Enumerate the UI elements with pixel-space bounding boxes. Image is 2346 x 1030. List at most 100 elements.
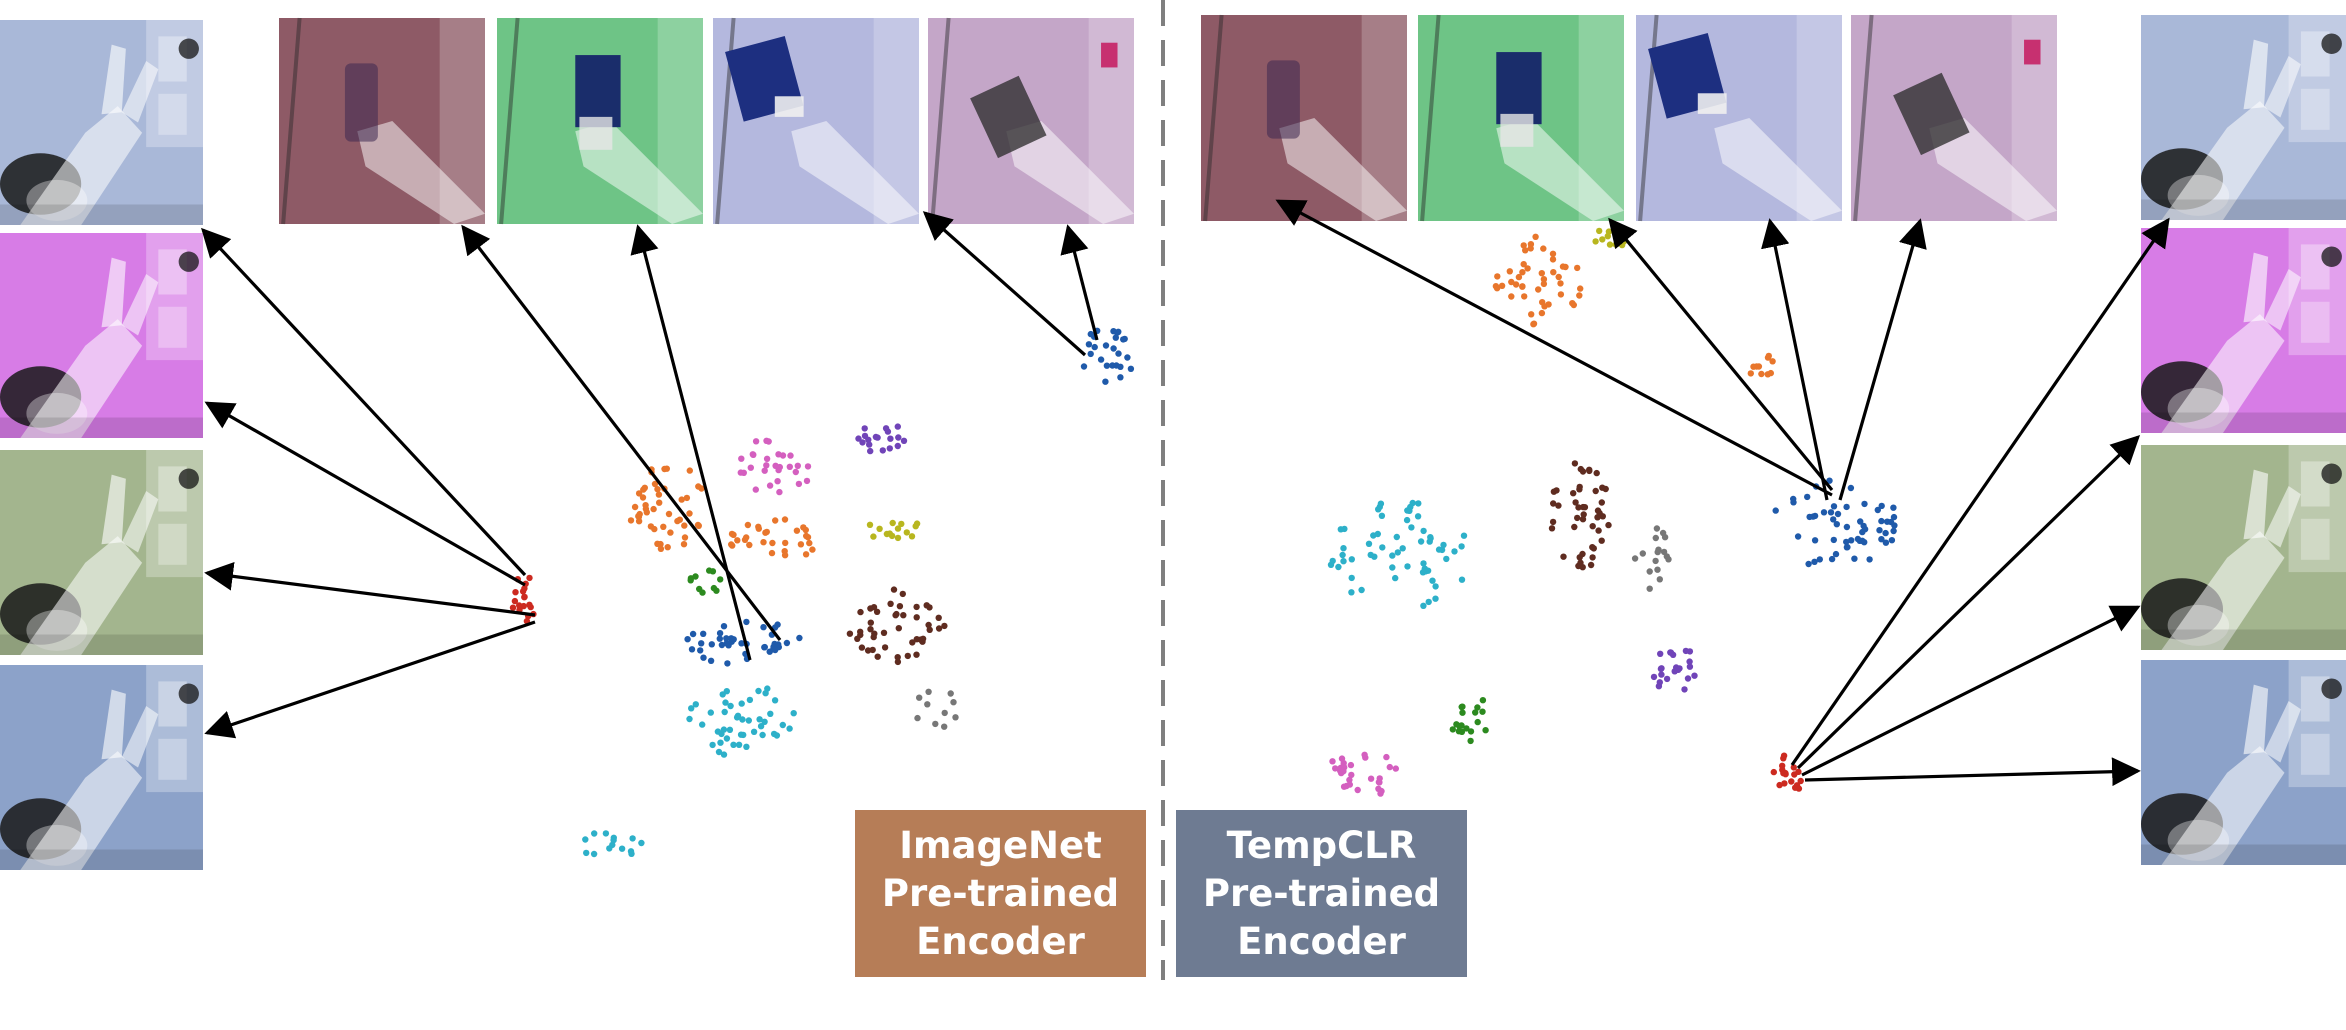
scatter-point xyxy=(772,517,779,524)
scatter-point xyxy=(880,629,888,636)
arrow-red-to-hand-olive xyxy=(204,562,536,617)
scatter-point xyxy=(1686,658,1693,665)
scatter-point xyxy=(1459,709,1466,716)
scatter-point xyxy=(1420,602,1427,609)
scatter-point xyxy=(1338,755,1346,762)
arrow-blue-to-object-mauve-right xyxy=(1838,218,1927,501)
scatter-point xyxy=(720,751,728,758)
scatter-point xyxy=(1828,555,1836,563)
scatter-point xyxy=(1110,328,1117,335)
scatter-point xyxy=(790,710,797,717)
scatter-point xyxy=(1117,363,1124,370)
scatter-point xyxy=(591,830,598,837)
scatter-point xyxy=(726,726,734,733)
scatter-point xyxy=(1830,536,1838,544)
scatter-point xyxy=(1809,513,1817,520)
scatter-point xyxy=(1830,503,1838,510)
tempclr-label-line-3: Encoder xyxy=(1237,919,1406,963)
scatter-point xyxy=(1595,527,1602,534)
scatter-point xyxy=(716,635,723,642)
scatter-point xyxy=(700,630,707,637)
scatter-point xyxy=(876,525,883,532)
scatter-point xyxy=(1367,775,1375,782)
scatter-point xyxy=(1112,334,1120,341)
scatter-point xyxy=(1847,484,1855,492)
scatter-point xyxy=(526,601,533,608)
scatter-point xyxy=(776,488,783,496)
scatter-point xyxy=(717,576,724,583)
scatter-point xyxy=(1811,537,1819,544)
scatter-point xyxy=(1467,728,1475,735)
scatter-point xyxy=(952,714,959,721)
scatter-point xyxy=(1805,560,1812,568)
scatter-point xyxy=(739,716,746,723)
scatter-point xyxy=(1866,556,1873,563)
scatter-point xyxy=(771,697,779,704)
scatter-point xyxy=(1686,663,1694,670)
scatter-point xyxy=(1528,311,1535,318)
scatter-point xyxy=(1348,574,1355,582)
scatter-point xyxy=(674,517,681,525)
scatter-point xyxy=(1834,510,1842,518)
scatter-point xyxy=(724,660,731,667)
scatter-point xyxy=(657,540,664,548)
scatter-point xyxy=(1463,725,1470,732)
scatter-point xyxy=(1479,697,1487,704)
left-cluster-green xyxy=(687,567,724,596)
scatter-point xyxy=(1776,781,1783,789)
scatter-point xyxy=(870,604,878,611)
scatter-point xyxy=(1540,245,1547,252)
left-hand-thumbnail-olive xyxy=(0,450,203,655)
scatter-point xyxy=(1857,518,1864,525)
scatter-point xyxy=(1631,555,1639,562)
scatter-point xyxy=(767,710,774,717)
scatter-point xyxy=(1555,273,1562,281)
scatter-point xyxy=(894,423,901,430)
right-cluster-pink xyxy=(1329,751,1400,797)
scatter-point xyxy=(867,447,874,455)
scatter-point xyxy=(1851,555,1858,562)
scatter-point xyxy=(1843,538,1850,546)
scatter-point xyxy=(651,525,658,533)
scatter-point xyxy=(1365,540,1373,547)
scatter-point xyxy=(772,462,779,469)
scatter-point xyxy=(1538,270,1546,277)
imagenet-label-line-1: ImageNet xyxy=(899,823,1102,867)
scatter-point xyxy=(895,625,902,632)
scatter-point xyxy=(1512,281,1520,288)
scatter-point xyxy=(913,614,920,621)
scatter-point xyxy=(1540,276,1548,283)
scatter-point xyxy=(1876,527,1883,534)
scatter-point xyxy=(681,534,689,541)
scatter-point xyxy=(1660,548,1668,556)
scatter-point xyxy=(1458,543,1465,550)
scatter-point xyxy=(1110,345,1117,352)
scatter-point xyxy=(1657,665,1665,673)
scatter-point xyxy=(761,467,768,474)
scatter-point xyxy=(1102,378,1109,385)
scatter-point xyxy=(1888,537,1896,544)
scatter-point xyxy=(629,835,636,842)
scatter-point xyxy=(627,517,635,524)
scatter-point xyxy=(757,723,765,730)
scatter-point xyxy=(894,442,901,450)
scatter-point xyxy=(890,586,898,593)
scatter-point xyxy=(746,696,754,704)
scatter-point xyxy=(932,720,939,728)
scatter-point xyxy=(1419,569,1427,576)
scatter-point xyxy=(650,505,657,513)
scatter-point xyxy=(1097,356,1105,363)
left-cluster-gray xyxy=(914,688,959,730)
scatter-point xyxy=(1346,776,1353,784)
scatter-point xyxy=(786,463,793,470)
scatter-point xyxy=(1459,703,1466,710)
scatter-point xyxy=(657,545,665,552)
scatter-point xyxy=(1593,469,1600,477)
scatter-point xyxy=(1599,236,1606,243)
scatter-point xyxy=(1794,533,1802,540)
scatter-point xyxy=(1646,585,1653,592)
scatter-point xyxy=(1673,664,1680,671)
scatter-point xyxy=(1549,518,1557,526)
scatter-point xyxy=(762,690,769,697)
